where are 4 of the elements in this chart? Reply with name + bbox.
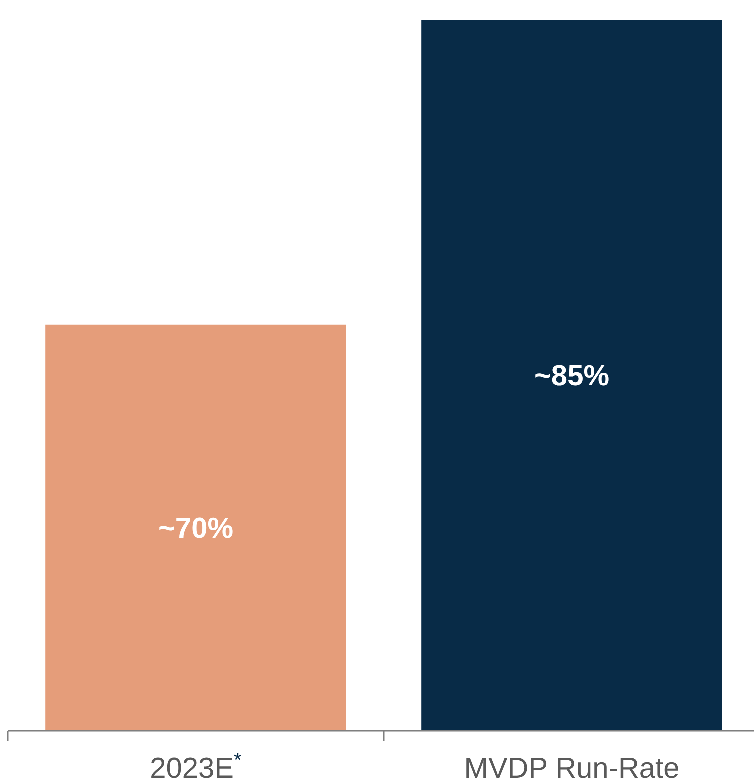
data-label: ~70% xyxy=(158,512,234,545)
data-label: ~85% xyxy=(534,360,610,393)
x-tick-label: 2023E$^{*}$ xyxy=(150,750,242,784)
x-tick-label: MVDP Run-Rate xyxy=(464,753,680,784)
